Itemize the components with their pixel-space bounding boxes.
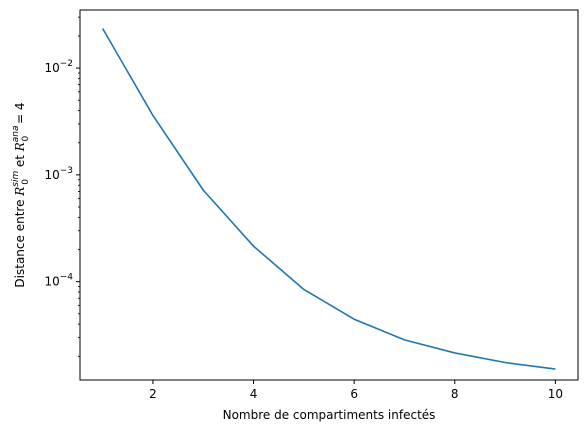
y-axis-label-mid: et xyxy=(13,151,27,171)
y-tick-label: 10−2 xyxy=(44,59,73,75)
plot-area xyxy=(101,28,556,370)
y-tick-label: 10−4 xyxy=(44,273,73,289)
svg-text:Distance entre Rsim0 et Rana0: Distance entre Rsim0 et Rana0 = 4 xyxy=(11,102,31,287)
y-axis-label-sup-ana: ana xyxy=(11,125,21,142)
series-line xyxy=(101,28,556,370)
x-tick-label: 2 xyxy=(149,387,157,401)
y-axis-label: Distance entre Rsim0 et Rana0 = 4 xyxy=(11,102,31,287)
y-axis-label-sup-sim: sim xyxy=(11,170,21,186)
y-axis-label-sub-sim: 0 xyxy=(21,179,31,185)
y-axis-label-symbol-ana: R xyxy=(13,142,27,152)
y-axis-label-prefix: Distance entre xyxy=(13,196,27,288)
x-tick-label: 10 xyxy=(548,387,563,401)
x-tick-label: 4 xyxy=(250,387,258,401)
x-tick-label: 6 xyxy=(350,387,358,401)
x-tick-label: 8 xyxy=(451,387,459,401)
y-axis-label-symbol-sim: R xyxy=(13,187,27,197)
x-axis-label: Nombre de compartiments infectés xyxy=(223,408,436,422)
y-axis-label-sub-ana: 0 xyxy=(21,135,31,141)
y-axis-label-suffix: = 4 xyxy=(13,102,27,127)
axes-frame xyxy=(79,9,579,381)
y-tick-label: 10−3 xyxy=(44,166,73,182)
